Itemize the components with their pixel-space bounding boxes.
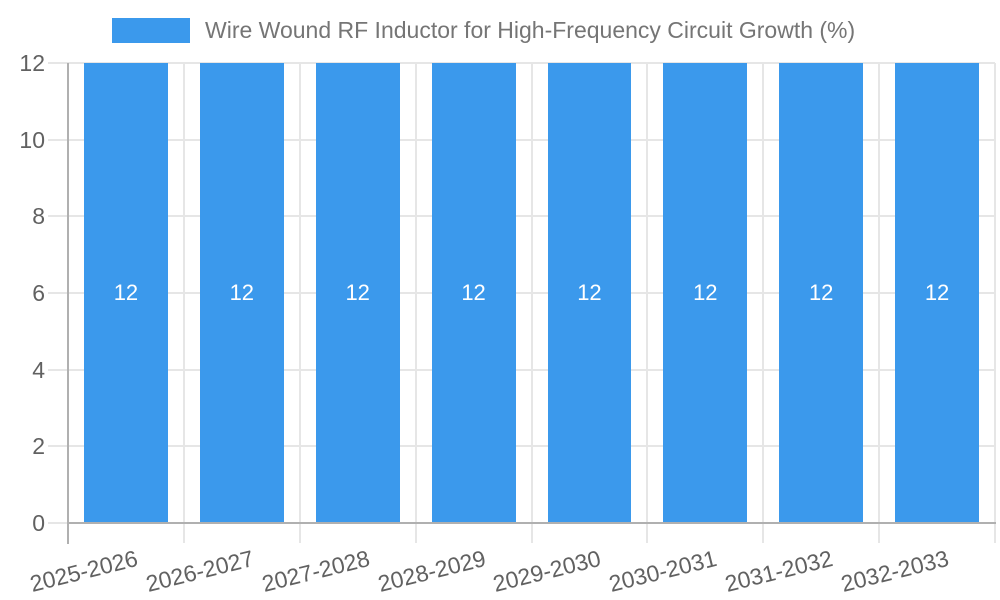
gridline-vertical (878, 63, 881, 543)
gridline-vertical (414, 63, 417, 543)
x-axis-tick-label: 2026-2027 (143, 545, 257, 597)
x-axis-tick-label: 2029-2030 (490, 545, 604, 597)
legend-swatch (112, 18, 190, 43)
x-axis-line (68, 522, 996, 524)
bar-value-label: 12 (461, 280, 486, 305)
x-axis-tick-label: 2031-2032 (722, 545, 836, 597)
bar-value-label: 12 (808, 280, 834, 305)
bar-value-label: 12 (345, 280, 370, 305)
gridline-horizontal (48, 215, 995, 218)
bar-value-label: 12 (577, 280, 602, 305)
x-axis-tick-label: 2028-2029 (374, 545, 488, 597)
gridline-vertical (298, 63, 301, 543)
gridline-vertical (646, 63, 649, 543)
gridline-horizontal (48, 138, 995, 141)
bar (431, 63, 516, 523)
y-axis-tick-label: 4 (32, 356, 45, 383)
bar-value-label: 12 (693, 280, 718, 305)
x-axis-tick-label: 2030-2031 (606, 545, 720, 597)
bar-value-label: 12 (229, 280, 255, 305)
chart-title: Wire Wound RF Inductor for High-Frequenc… (205, 17, 856, 43)
bar (779, 63, 864, 523)
bar (199, 63, 284, 523)
gridline-horizontal (48, 368, 995, 371)
gridline-horizontal (48, 292, 995, 294)
x-axis-tick-label: 2027-2028 (258, 545, 372, 597)
bar (547, 63, 632, 523)
y-axis-tick-label: 2 (32, 433, 45, 460)
gridline-horizontal (48, 445, 995, 448)
y-axis-tick-label: 10 (19, 126, 45, 153)
bar (895, 63, 979, 523)
gridline-horizontal (48, 62, 995, 64)
y-axis-tick-label: 0 (32, 510, 45, 536)
bar (315, 63, 400, 523)
gridline-vertical (762, 63, 765, 543)
y-axis-tick-label: 6 (32, 280, 45, 306)
bar-value-label: 12 (924, 280, 950, 305)
bar (84, 63, 168, 523)
bar (663, 63, 748, 523)
y-axis-tick-label: 12 (19, 50, 45, 76)
x-axis-tick-label: 2025-2026 (27, 545, 141, 597)
y-axis-line (67, 63, 69, 544)
gridline-vertical (530, 63, 533, 543)
y-axis-tick-label: 8 (32, 203, 45, 230)
gridline-vertical (994, 63, 996, 543)
gridline-vertical (182, 63, 185, 543)
bar-value-label: 12 (113, 280, 139, 305)
x-axis-tick-label: 2032-2033 (838, 545, 952, 597)
